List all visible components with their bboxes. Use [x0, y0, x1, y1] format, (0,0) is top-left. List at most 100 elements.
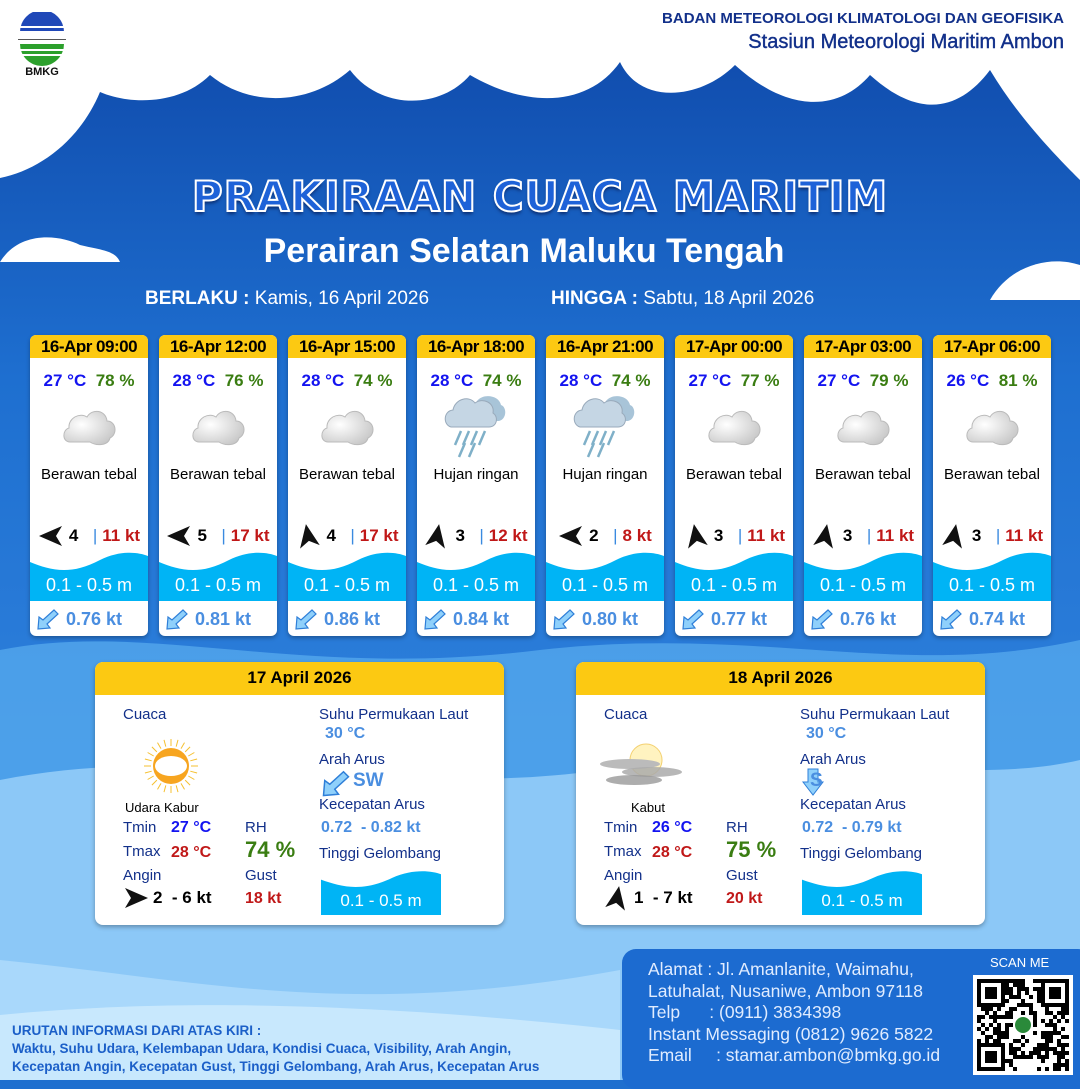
current-direction-icon	[424, 609, 446, 630]
forecast-time: 17-Apr 00:00	[675, 335, 793, 358]
gust-value: 18 kt	[245, 890, 282, 907]
current-speed: 0.86 kt	[324, 608, 381, 629]
weather-condition: Udara Kabur	[125, 800, 199, 815]
wind-speed: 3	[455, 526, 465, 545]
wind-direction-icon	[38, 526, 62, 546]
organization: BADAN METEOROLOGI KLIMATOLOGI DAN GEOFIS…	[662, 10, 1064, 54]
info-line: Kecepatan Angin, Kecepatan Gust, Tinggi …	[12, 1059, 540, 1074]
weather-label: Cuaca	[123, 706, 167, 723]
divider: |	[857, 526, 872, 545]
wind-speed: 4	[68, 526, 79, 545]
divider: |	[986, 526, 1001, 545]
daily-summary-panel: 17 April 2026 Cuaca Udara Kabur Tmin 27 …	[95, 662, 504, 925]
wave-height: 0.1 - 0.5 m	[802, 867, 922, 915]
current-speed-value: 0.72 - 0.79 kt	[802, 819, 902, 836]
wind-speed: 2	[589, 526, 599, 545]
wave-height: 0.1 - 0.5 m	[288, 548, 406, 601]
wind-speed: 4	[326, 526, 336, 545]
wind-direction-icon	[125, 888, 148, 908]
current-direction-icon	[682, 609, 704, 630]
air-temperature: 28 °C	[559, 371, 603, 390]
info-line: Waktu, Suhu Udara, Kelembapan Udara, Kon…	[12, 1041, 512, 1056]
qr-code[interactable]	[973, 975, 1073, 1075]
wind-direction-icon	[425, 524, 446, 549]
gust-speed: 11 kt	[747, 526, 786, 545]
rh-label: RH	[726, 819, 748, 836]
current-speed: 0.77 kt	[711, 608, 768, 629]
wind-label: Angin	[123, 867, 162, 884]
wind-range: 1 - 7 kt	[634, 888, 693, 907]
forecast-card: 16-Apr 09:00 27 °C 78 % Berawan tebal 4 …	[30, 335, 148, 636]
humidity: 77 %	[740, 371, 780, 390]
humidity: 81 %	[998, 371, 1038, 390]
divider: |	[728, 526, 743, 545]
wave-height-value: 0.1 - 0.5 m	[340, 891, 422, 910]
cloudy-icon	[321, 410, 374, 446]
humidity: 79 %	[869, 371, 909, 390]
divider: |	[603, 526, 618, 545]
current-direction-icon	[801, 768, 825, 796]
wave-height: 0.1 - 0.5 m	[417, 548, 535, 601]
info-legend: URUTAN INFORMASI DARI ATAS KIRI : Waktu,…	[12, 1022, 539, 1076]
address-line: Alamat : Jl. Amanlanite, Waimahu,	[648, 959, 914, 979]
weather-condition: Berawan tebal	[170, 466, 266, 483]
gust-speed: 8 kt	[622, 526, 652, 545]
page-title: PRAKIRAAN CUACA MARITIM	[191, 171, 889, 222]
current-direction-label: Arah Arus	[319, 751, 385, 768]
air-temperature: 27 °C	[43, 371, 87, 390]
forecast-time: 16-Apr 18:00	[417, 335, 535, 358]
fog-icon	[600, 743, 682, 785]
forecast-card: 17-Apr 03:00 27 °C 79 % Berawan tebal 3 …	[804, 335, 922, 636]
wind-direction-icon	[942, 524, 962, 549]
valid-from: BERLAKU : Kamis, 16 April 2026	[145, 288, 429, 310]
current-direction-value: S	[810, 770, 823, 791]
valid-from-value: Kamis, 16 April 2026	[254, 288, 430, 309]
divider: |	[469, 526, 484, 545]
org-name: BADAN METEOROLOGI KLIMATOLOGI DAN GEOFIS…	[662, 10, 1064, 27]
current-speed: 0.76 kt	[840, 608, 897, 629]
gust-speed: 11 kt	[1005, 526, 1044, 545]
current-direction-icon	[811, 609, 833, 630]
wave-height-value: 0.1 - 0.5 m	[303, 575, 391, 595]
sst-label: Suhu Permukaan Laut	[800, 706, 950, 723]
gust-label: Gust	[726, 867, 758, 884]
light-rain-icon	[573, 396, 635, 458]
wave-height-value: 0.1 - 0.5 m	[561, 575, 649, 595]
forecast-card: 16-Apr 12:00 28 °C 76 % Berawan tebal 5 …	[159, 335, 277, 636]
valid-from-label: BERLAKU :	[145, 288, 250, 309]
tmax-value: 28 °C	[652, 844, 693, 861]
air-temperature: 27 °C	[817, 371, 861, 390]
current-direction-icon	[553, 609, 575, 630]
forecast-card: 17-Apr 00:00 27 °C 77 % Berawan tebal 3 …	[675, 335, 793, 636]
forecast-card: 17-Apr 06:00 26 °C 81 % Berawan tebal 3 …	[933, 335, 1051, 636]
wave-height-value: 0.1 - 0.5 m	[45, 575, 133, 595]
page-subtitle: Perairan Selatan Maluku Tengah	[263, 232, 785, 270]
forecast-time: 16-Apr 15:00	[288, 335, 406, 358]
qr-label: SCAN ME	[990, 955, 1050, 970]
wind-range: 2 - 6 kt	[153, 888, 212, 907]
gust-speed: 17 kt	[230, 526, 270, 545]
weather-condition: Berawan tebal	[686, 466, 782, 483]
gust-speed: 11 kt	[876, 526, 915, 545]
gust-speed: 12 kt	[488, 526, 528, 545]
air-temperature: 28 °C	[172, 371, 216, 390]
air-temperature: 26 °C	[946, 371, 990, 390]
station-name: Stasiun Meteorologi Maritim Ambon	[748, 31, 1064, 53]
sst-label: Suhu Permukaan Laut	[319, 706, 469, 723]
current-direction-value: SW	[353, 770, 384, 791]
current-speed-label: Kecepatan Arus	[319, 796, 425, 813]
wave-height: 0.1 - 0.5 m	[933, 548, 1051, 601]
wave-height: 0.1 - 0.5 m	[675, 548, 793, 601]
current-speed-value: 0.72 - 0.82 kt	[321, 819, 421, 836]
wave-height-value: 0.1 - 0.5 m	[432, 575, 520, 595]
phone: Telp : (0911) 3834398	[648, 1002, 842, 1022]
wind-speed: 3	[842, 526, 853, 545]
cloudy-icon	[966, 410, 1019, 446]
wave-height: 0.1 - 0.5 m	[30, 548, 148, 601]
air-temperature: 28 °C	[301, 371, 345, 390]
address-line: Latuhalat, Nusaniwe, Ambon 97118	[648, 980, 924, 1001]
wave-height-value: 0.1 - 0.5 m	[174, 575, 262, 595]
forecast-time: 16-Apr 09:00	[30, 335, 148, 358]
tmin-value: 27 °C	[171, 819, 212, 836]
forecast-card: 16-Apr 15:00 28 °C 74 % Berawan tebal 4 …	[288, 335, 406, 636]
